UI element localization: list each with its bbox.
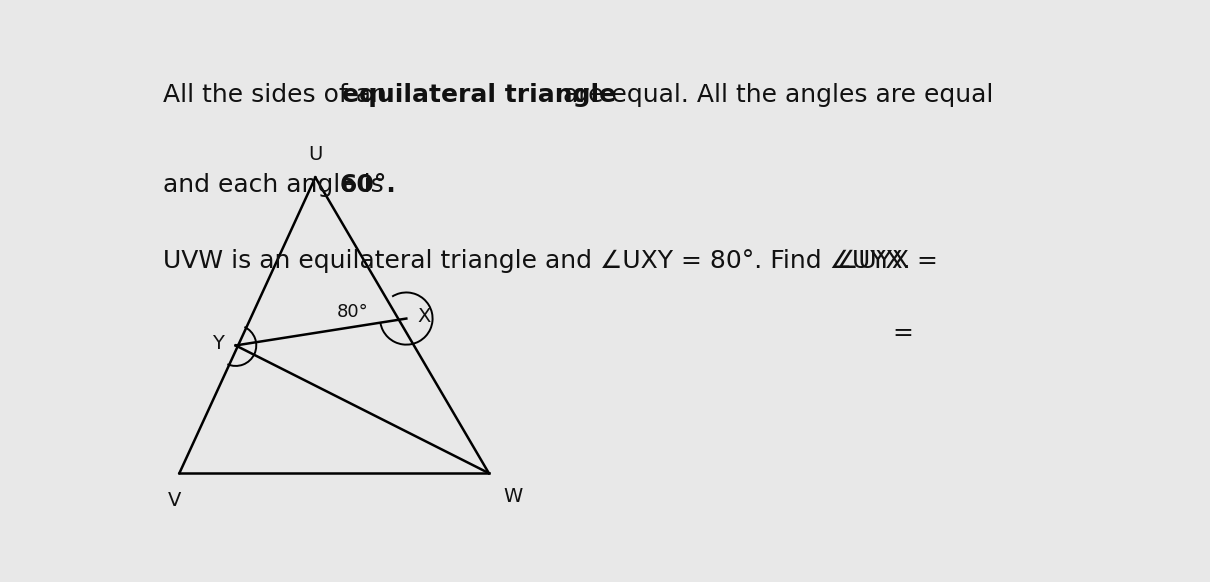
Text: 60°.: 60°. xyxy=(340,173,397,197)
Text: equilateral triangle: equilateral triangle xyxy=(342,83,616,107)
Text: Y: Y xyxy=(213,333,224,353)
Text: U: U xyxy=(309,145,323,164)
Text: and each angle is: and each angle is xyxy=(162,173,391,197)
Text: All the sides of an: All the sides of an xyxy=(162,83,394,107)
Text: ∠UYX =: ∠UYX = xyxy=(836,249,938,273)
Text: X: X xyxy=(417,307,431,326)
Text: W: W xyxy=(503,487,523,506)
Text: V: V xyxy=(168,491,182,510)
Text: =: = xyxy=(892,321,914,345)
Text: are equal. All the angles are equal: are equal. All the angles are equal xyxy=(554,83,993,107)
Text: UVW is an equilateral triangle and ∠UXY = 80°. Find ∠UYX.: UVW is an equilateral triangle and ∠UXY … xyxy=(162,249,910,273)
Text: 80°: 80° xyxy=(338,303,369,321)
